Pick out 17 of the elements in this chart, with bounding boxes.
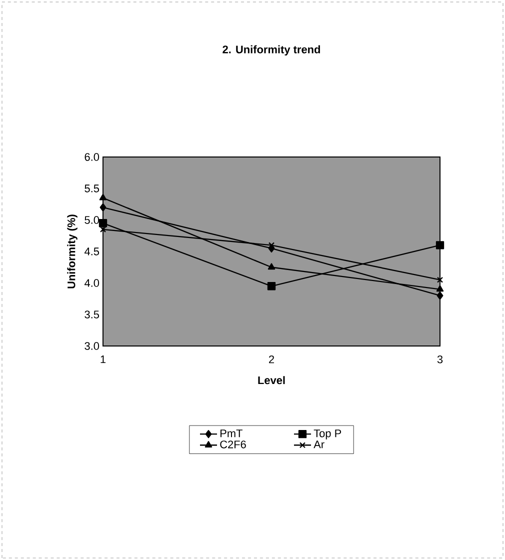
legend-label: Top P	[314, 430, 342, 440]
y-tick-label: 4.5	[84, 248, 100, 256]
chart-title: 2. Uniformity trend	[222, 45, 320, 56]
x-tick-label: 1	[100, 356, 106, 364]
y-tick-label: 3.5	[84, 310, 100, 318]
legend-label: C2F6	[220, 440, 246, 448]
y-tick-label: 4.0	[84, 279, 100, 287]
x-axis-title: Level	[258, 376, 285, 384]
y-tick-label: 5.0	[84, 216, 100, 224]
y-tick-label: 3.0	[84, 342, 100, 350]
x-tick-label: 2	[269, 356, 274, 364]
y-axis-title: Uniformity (%)	[67, 214, 78, 288]
y-tick-label: 5.5	[84, 184, 100, 192]
x-tick-label: 3	[437, 356, 443, 364]
legend-label: PmT	[220, 430, 242, 438]
y-tick-label: 6.0	[84, 153, 100, 161]
legend-label: Ar	[314, 440, 324, 448]
